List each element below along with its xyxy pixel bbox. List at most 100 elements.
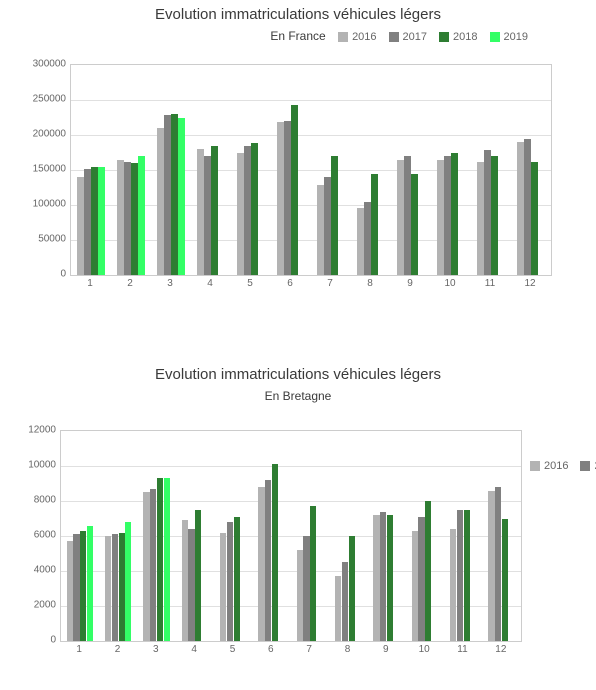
chart-subtitle: En France	[270, 29, 325, 43]
bar	[444, 156, 451, 275]
bar	[157, 128, 164, 275]
legend-label: 2017	[403, 31, 427, 43]
y-tick-label: 100000	[33, 199, 66, 210]
x-tick-label: 5	[230, 644, 236, 655]
x-tick-label: 10	[419, 644, 430, 655]
x-tick-label: 1	[76, 644, 82, 655]
bar	[291, 105, 298, 275]
bar	[502, 519, 508, 642]
legend: 2016201720182019	[530, 460, 596, 475]
legend-swatch	[439, 32, 449, 42]
bar	[357, 208, 364, 275]
bar	[373, 515, 379, 641]
y-tick-label: 12000	[28, 425, 56, 436]
bar	[484, 150, 491, 275]
bar	[73, 534, 79, 641]
legend-item: 2017	[580, 460, 596, 472]
bar	[303, 536, 309, 641]
legend-swatch	[530, 461, 540, 471]
chart-title: Evolution immatriculations véhicules lég…	[0, 6, 596, 23]
bar	[397, 160, 404, 276]
y-tick-label: 10000	[28, 460, 56, 471]
x-tick-label: 2	[115, 644, 121, 655]
legend-item: 2019	[490, 31, 528, 43]
y-tick-label: 6000	[34, 530, 56, 541]
grid-line	[71, 100, 551, 101]
bar	[450, 529, 456, 641]
bar	[182, 520, 188, 641]
plot-area	[60, 430, 522, 642]
x-tick-label: 9	[407, 278, 413, 289]
bar	[412, 531, 418, 641]
bar	[234, 517, 240, 641]
bar	[317, 185, 324, 275]
y-tick-label: 2000	[34, 600, 56, 611]
bar	[150, 489, 156, 641]
bar	[451, 153, 458, 276]
legend-item: 2017	[389, 31, 427, 43]
bar	[157, 478, 163, 641]
bar	[117, 160, 124, 276]
x-tick-label: 12	[524, 278, 535, 289]
bar	[164, 478, 170, 641]
x-tick-label: 6	[268, 644, 274, 655]
y-tick-label: 4000	[34, 565, 56, 576]
x-tick-label: 9	[383, 644, 389, 655]
bar	[437, 160, 444, 276]
legend-swatch	[338, 32, 348, 42]
bar	[131, 163, 138, 275]
bar	[411, 174, 418, 276]
legend-item: 2016	[338, 31, 376, 43]
bar	[164, 115, 171, 275]
bar	[251, 143, 258, 275]
bar	[87, 526, 93, 642]
bar	[464, 510, 470, 641]
bar	[211, 146, 218, 276]
y-tick-label: 200000	[33, 129, 66, 140]
bar	[335, 576, 341, 641]
bar	[119, 533, 125, 642]
y-axis-labels: 020004000600080001000012000	[0, 430, 60, 640]
bar	[188, 529, 194, 641]
y-tick-label: 0	[60, 269, 66, 280]
x-tick-label: 6	[287, 278, 293, 289]
legend: 2016201720182019	[338, 31, 536, 43]
bar	[380, 512, 386, 642]
bar	[124, 162, 131, 275]
bar	[244, 146, 251, 276]
bar	[517, 142, 524, 275]
bar	[80, 531, 86, 641]
y-tick-label: 8000	[34, 495, 56, 506]
bar	[371, 174, 378, 276]
bar	[495, 487, 501, 641]
grid-line	[61, 501, 521, 502]
subtitle-row: En France 2016201720182019	[0, 29, 596, 51]
bar	[524, 139, 531, 276]
bar	[77, 177, 84, 275]
y-tick-label: 300000	[33, 59, 66, 70]
legend-label: 2019	[504, 31, 528, 43]
bar	[457, 510, 463, 641]
y-tick-label: 250000	[33, 94, 66, 105]
bar	[204, 156, 211, 275]
x-tick-label: 4	[191, 644, 197, 655]
x-tick-label: 2	[127, 278, 133, 289]
x-tick-label: 10	[444, 278, 455, 289]
bar	[227, 522, 233, 641]
bar	[258, 487, 264, 641]
bar	[491, 156, 498, 275]
bar	[284, 121, 291, 275]
chart-subtitle: En Bretagne	[265, 389, 332, 403]
bar	[125, 522, 131, 641]
bar	[265, 480, 271, 641]
chart-france: Evolution immatriculations véhicules lég…	[0, 0, 596, 330]
bar	[195, 510, 201, 641]
grid-line	[61, 466, 521, 467]
bar	[84, 169, 91, 275]
bar	[277, 122, 284, 275]
x-axis-labels: 123456789101112	[60, 644, 520, 660]
plot-area	[70, 64, 552, 276]
x-tick-label: 4	[207, 278, 213, 289]
bar	[331, 156, 338, 275]
bar	[178, 118, 185, 276]
